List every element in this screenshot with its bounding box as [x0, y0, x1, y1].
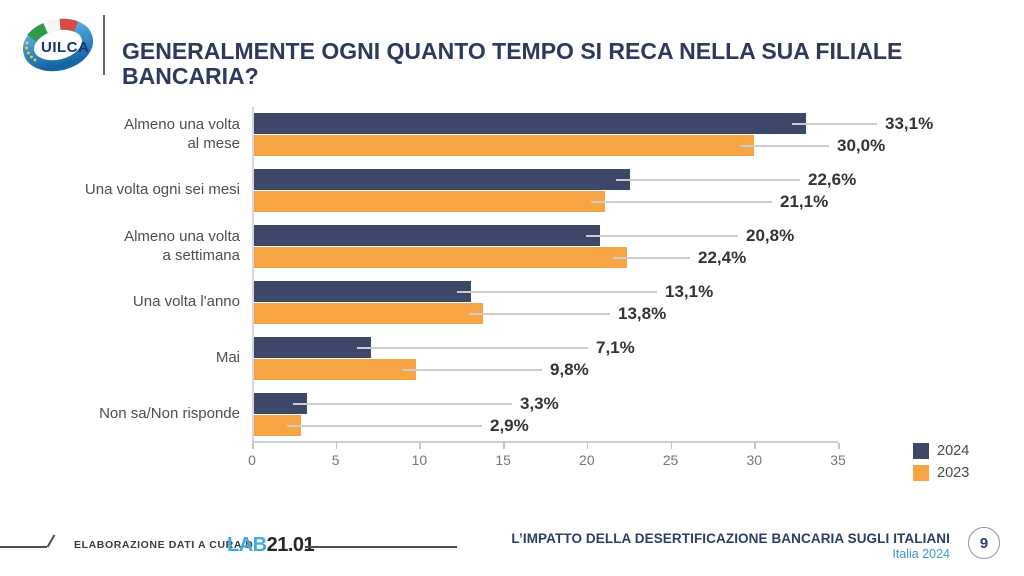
- axis-tick: [586, 443, 589, 449]
- footer-report-subtitle: Italia 2024: [892, 547, 950, 561]
- page-title: GENERALMENTE OGNI QUANTO TEMPO SI RECA N…: [122, 38, 903, 90]
- bar-2024: [252, 169, 631, 190]
- bar-2023: [252, 247, 628, 268]
- footer-rule-left: [0, 546, 47, 548]
- leader-line: [356, 346, 588, 349]
- bar-2023: [252, 303, 484, 324]
- leader-line: [613, 256, 690, 259]
- legend-swatch-2024: [913, 443, 929, 459]
- category-label: Una volta l'anno: [132, 293, 240, 311]
- lab2101-logo: LAB21.01: [227, 534, 315, 557]
- logo-flag-white: [43, 18, 61, 34]
- category-label: Mai: [215, 349, 240, 367]
- bar-2023: [252, 191, 606, 212]
- legend-item-2024: 2024: [913, 443, 969, 459]
- leader-line: [792, 122, 877, 125]
- axis-tick: [754, 443, 756, 449]
- axis-tick-label: 10: [411, 452, 428, 468]
- axis-tick: [838, 443, 840, 449]
- bar-2023: [252, 135, 755, 156]
- value-label: 20,8%: [746, 226, 795, 245]
- page-number: 9: [979, 534, 989, 552]
- logo-wordmark: UILCA: [41, 39, 89, 56]
- bar-2024: [252, 281, 472, 302]
- leader-line: [591, 200, 772, 203]
- value-label: 13,1%: [665, 282, 714, 301]
- value-label: 21,1%: [780, 192, 829, 211]
- axis-tick-label: 0: [248, 452, 256, 468]
- value-label: 3,3%: [520, 394, 559, 413]
- axis-tick-label: 35: [830, 452, 846, 468]
- value-label: 22,4%: [698, 248, 747, 267]
- x-axis-line: [252, 441, 838, 443]
- bar-2023: [252, 415, 301, 436]
- value-label: 33,1%: [885, 114, 934, 133]
- bar-2024: [252, 113, 807, 134]
- value-label: 22,6%: [808, 170, 857, 189]
- bar-2024: [252, 225, 601, 246]
- value-label: 9,8%: [550, 360, 589, 379]
- axis-tick: [670, 443, 673, 449]
- legend-label: 2024: [937, 443, 970, 459]
- leader-line: [616, 178, 800, 181]
- bar-2024: [252, 393, 308, 414]
- leader-line: [586, 234, 738, 237]
- value-label: 30,0%: [837, 136, 886, 155]
- chart-legend: 2024 2023: [913, 443, 969, 487]
- value-label: 2,9%: [490, 416, 529, 435]
- y-axis-line: [252, 107, 254, 441]
- footer-rule-mid: [305, 546, 457, 548]
- value-label: 7,1%: [596, 338, 635, 357]
- leader-line: [286, 424, 482, 427]
- bar-2024: [252, 337, 371, 358]
- leader-line: [469, 312, 610, 315]
- header-divider: [103, 15, 105, 75]
- leader-line: [740, 144, 829, 147]
- footer-report-block: L’IMPATTO DELLA DESERTIFICAZIONE BANCARI…: [390, 531, 950, 561]
- legend-item-2023: 2023: [913, 465, 969, 481]
- legend-swatch-2023: [913, 465, 929, 481]
- bar-2023: [252, 359, 417, 380]
- axis-tick-label: 20: [579, 452, 595, 468]
- axis-tick-label: 15: [495, 452, 511, 468]
- leader-line: [457, 290, 657, 293]
- value-label: 13,8%: [618, 304, 667, 323]
- axis-tick: [335, 443, 338, 449]
- logo-flag-green: [27, 23, 48, 42]
- axis-tick: [252, 443, 254, 449]
- category-label: Una volta ogni sei mesi: [84, 181, 240, 199]
- uilca-logo: UILCA: [22, 18, 94, 72]
- legend-label: 2023: [937, 465, 970, 481]
- axis-tick: [419, 443, 421, 449]
- footer-report-title: L’IMPATTO DELLA DESERTIFICAZIONE BANCARI…: [511, 531, 950, 546]
- category-label: Non sa/Non risponde: [99, 405, 240, 423]
- leader-line: [293, 402, 512, 405]
- category-label: Almeno una volta a settimana: [124, 227, 240, 264]
- category-label: Almeno una volta al mese: [124, 115, 240, 152]
- axis-tick-label: 5: [331, 452, 340, 468]
- logo-flag-red: [59, 18, 79, 32]
- axis-tick: [503, 443, 505, 449]
- axis-tick-label: 30: [746, 452, 763, 468]
- lab2101-logo-blue: LAB: [227, 534, 267, 556]
- leader-line: [402, 368, 542, 371]
- footer-credit-text: ELABORAZIONE DATI A CURA DI: [74, 539, 257, 551]
- axis-tick-label: 25: [662, 452, 679, 468]
- lab2101-logo-dark: 21.01: [266, 534, 315, 556]
- logo-stars: [25, 41, 37, 62]
- page-number-badge: 9: [968, 527, 1000, 559]
